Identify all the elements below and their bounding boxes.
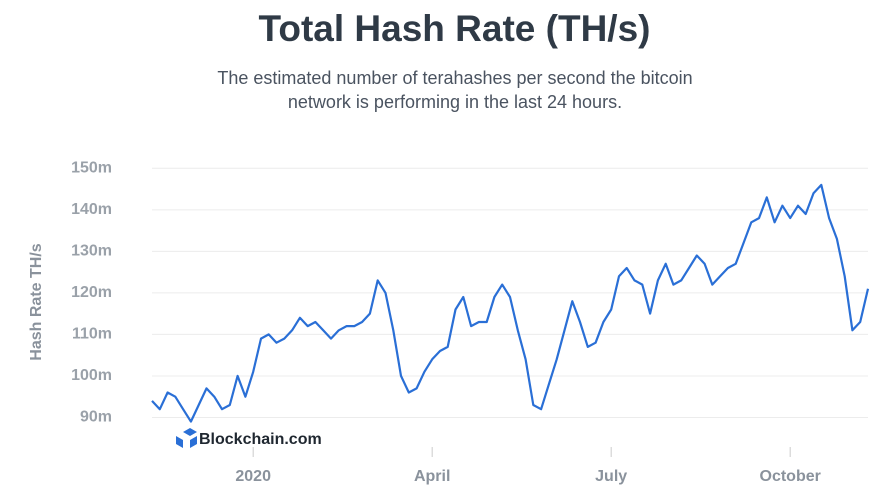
watermark: Blockchain.com (199, 431, 322, 448)
x-tick-label: October (760, 468, 821, 485)
y-tick-label: 120m (71, 284, 112, 301)
chart-subtitle: The estimated number of terahashes per s… (217, 68, 693, 112)
y-tick-label: 110m (72, 326, 112, 343)
x-tick-label: 2020 (235, 468, 271, 485)
chart-title: Total Hash Rate (TH/s) (258, 8, 651, 49)
x-tick-label: July (595, 468, 627, 485)
line-series (151, 183, 870, 423)
x-tick-label: April (414, 468, 450, 485)
y-tick-label: 100m (71, 367, 112, 384)
y-tick-label: 130m (71, 243, 112, 260)
y-tick-label: 140m (71, 201, 112, 218)
y-tick-label: 150m (71, 160, 112, 177)
y-axis-title: Hash Rate TH/s (28, 243, 45, 360)
watermark-logo (176, 428, 197, 448)
y-tick-label: 90m (80, 409, 112, 426)
